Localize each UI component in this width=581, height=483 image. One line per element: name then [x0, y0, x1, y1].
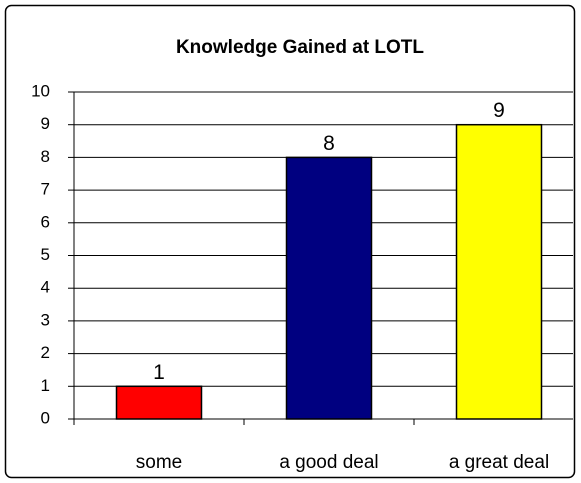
y-tick-label: 7: [41, 180, 50, 199]
bar: [455, 123, 543, 420]
y-tick-label: 10: [31, 81, 50, 100]
data-label: 1: [153, 361, 165, 384]
y-tick-label: 3: [41, 310, 50, 329]
y-tick-label: 5: [41, 245, 50, 264]
y-tick-label: 0: [41, 408, 50, 427]
x-tick-label: a good deal: [279, 452, 378, 473]
bar: [285, 156, 373, 420]
y-tick-label: 4: [41, 278, 50, 297]
data-label: 8: [323, 132, 335, 155]
y-tick-label: 8: [41, 147, 50, 166]
y-tick-label: 2: [41, 343, 50, 362]
y-tick-label: 1: [41, 376, 50, 395]
x-tick-label: some: [136, 452, 182, 473]
data-label: 9: [493, 99, 505, 122]
y-tick-label: 6: [41, 212, 50, 231]
chart-title: Knowledge Gained at LOTL: [176, 37, 424, 58]
x-tick-label: a great deal: [449, 452, 549, 473]
y-tick-label: 9: [41, 114, 50, 133]
bar: [115, 385, 203, 420]
